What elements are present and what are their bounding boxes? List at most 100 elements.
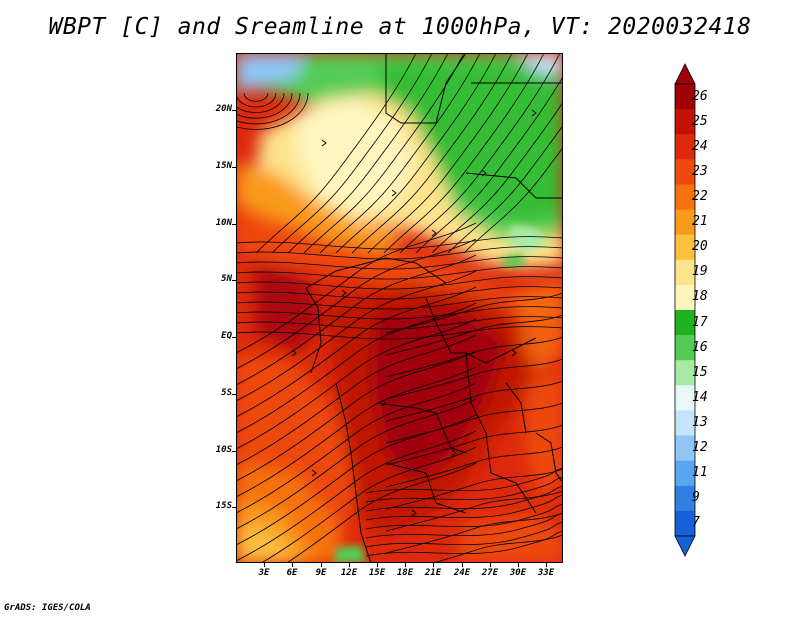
colorbar-swatch <box>675 435 695 462</box>
streamline <box>236 326 563 340</box>
colorbar-swatch <box>675 84 695 110</box>
lon-label: 18E <box>396 568 414 578</box>
streamline <box>236 286 477 418</box>
lon-label: 15E <box>368 568 386 578</box>
streamline <box>236 276 563 290</box>
streamline <box>321 139 327 147</box>
field-22-east <box>516 283 563 373</box>
wbpt-streamline-map <box>236 53 563 563</box>
streamline <box>236 238 477 370</box>
lon-tick <box>321 563 322 567</box>
streamline <box>365 467 563 494</box>
streamline <box>236 296 563 310</box>
lon-tick <box>433 563 434 567</box>
colorbar-level-label: 9 <box>692 490 700 506</box>
colorbar-arrow-top <box>674 63 696 85</box>
map-frame <box>236 53 563 563</box>
streamline <box>236 92 285 113</box>
colorbar-level-label: 25 <box>692 113 708 129</box>
colorbar-level-label: 16 <box>692 339 708 355</box>
lon-label: 3E <box>258 568 270 578</box>
lat-label: 10S <box>215 445 232 455</box>
streamline <box>381 399 387 407</box>
colorbar-swatch <box>675 360 695 386</box>
colorbar <box>674 63 696 557</box>
lat-tick <box>232 451 236 452</box>
lon-label: 33E <box>537 568 555 578</box>
colorbar-swatch <box>675 485 695 512</box>
colorbar-swatch <box>675 460 695 487</box>
colorbar-swatch <box>675 209 695 236</box>
streamline <box>385 424 563 466</box>
lon-label: 12E <box>340 568 358 578</box>
lon-label: 9E <box>315 568 327 578</box>
colorbar-level-label: 14 <box>692 389 708 405</box>
lat-label: EQ <box>221 331 232 341</box>
lon-tick <box>405 563 406 567</box>
streamline <box>451 449 457 457</box>
map-canvas <box>236 53 563 563</box>
colorbar-swatch <box>675 410 695 437</box>
streamline <box>236 302 477 434</box>
streamline <box>271 53 433 254</box>
lat-label: 5S <box>221 388 232 398</box>
streamline <box>236 286 563 300</box>
colorbar-swatch <box>675 109 695 135</box>
streamline <box>236 246 563 260</box>
streamline <box>391 189 397 197</box>
colorbar-level-label: 13 <box>692 415 708 430</box>
colorbar-level-label: 24 <box>692 138 708 154</box>
colorbar-swatch <box>675 335 695 361</box>
streamline <box>399 53 561 254</box>
streamline <box>291 349 297 357</box>
streamline <box>236 306 563 320</box>
streamline <box>236 382 477 514</box>
lon-label: 30E <box>509 568 527 578</box>
lon-tick <box>462 563 463 567</box>
field-23-south <box>456 513 563 563</box>
streamline <box>287 53 449 254</box>
lat-label: 10N <box>215 218 232 228</box>
streamline <box>311 469 317 477</box>
streamline <box>431 101 563 254</box>
lon-tick <box>490 563 491 567</box>
lat-tick <box>232 337 236 338</box>
streamline <box>335 53 497 254</box>
lat-tick <box>232 507 236 508</box>
streamline <box>385 512 563 554</box>
field-26-west <box>256 263 326 353</box>
streamline <box>415 75 563 254</box>
streamline <box>236 222 477 354</box>
streamline <box>385 358 563 400</box>
streamline <box>511 349 517 357</box>
streamline <box>236 92 309 130</box>
streamline <box>365 494 563 521</box>
streamline <box>365 530 563 557</box>
field-23 <box>236 203 563 323</box>
streamline <box>341 289 347 297</box>
streamline <box>236 398 477 530</box>
field-12 <box>236 53 306 93</box>
streamline <box>236 266 563 280</box>
streamline <box>431 229 437 237</box>
streamline <box>531 109 537 117</box>
streamline <box>319 53 481 254</box>
streamline <box>236 350 477 482</box>
lat-label: 15S <box>215 501 232 511</box>
field-16-south <box>334 545 366 563</box>
lon-tick <box>377 563 378 567</box>
streamline <box>236 366 477 498</box>
grads-credit: GrADS: IGES/COLA <box>4 603 91 613</box>
streamline <box>243 92 269 102</box>
colorbar-level-label: 20 <box>692 239 708 255</box>
lat-tick <box>232 394 236 395</box>
lon-label: 27E <box>481 568 499 578</box>
streamline <box>351 53 513 254</box>
colorbar-level-label: 17 <box>692 314 708 330</box>
colorbar-swatch <box>675 310 695 336</box>
boundaries <box>305 53 563 563</box>
streamline <box>385 446 563 488</box>
colorbar-swatch <box>675 234 695 261</box>
lon-tick <box>264 563 265 567</box>
streamline <box>260 446 477 563</box>
